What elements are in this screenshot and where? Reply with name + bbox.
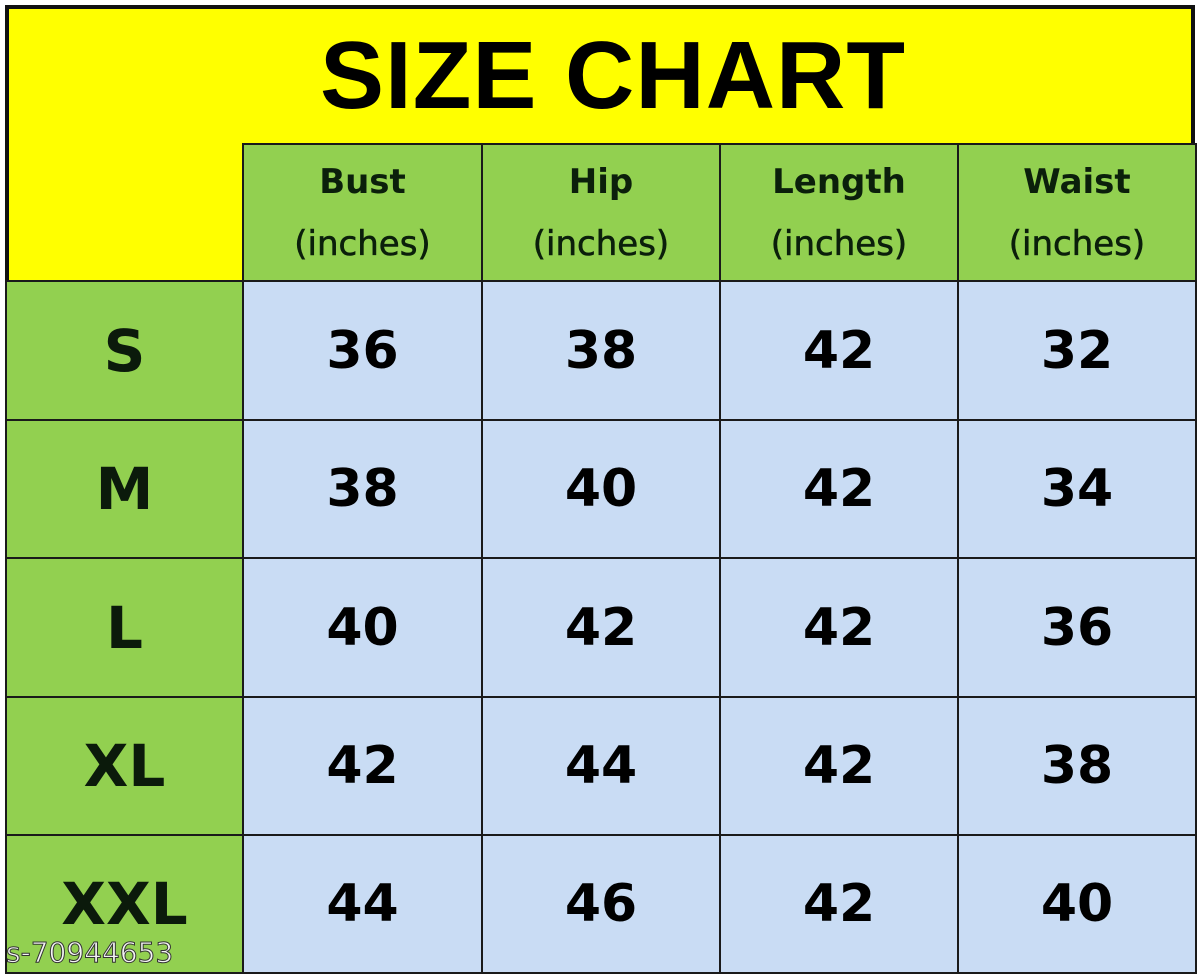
column-name: Bust [319, 161, 406, 202]
size-label-s: S [5, 280, 244, 421]
column-unit: (inches) [532, 223, 670, 264]
table-cell: 36 [957, 557, 1197, 698]
table-cell: 44 [242, 834, 483, 974]
table-cell: 32 [957, 280, 1197, 421]
table-cell: 38 [242, 419, 483, 559]
table-cell: 42 [719, 280, 959, 421]
table-cell: 40 [242, 557, 483, 698]
column-header-waist: Waist (inches) [957, 143, 1197, 282]
column-header-length: Length (inches) [719, 143, 959, 282]
size-label-m: M [5, 419, 244, 559]
column-name: Length [772, 161, 906, 202]
column-unit: (inches) [1008, 223, 1146, 264]
column-unit: (inches) [294, 223, 431, 264]
column-name: Waist [1023, 161, 1131, 202]
table-cell: 42 [719, 419, 959, 559]
table-cell: 46 [481, 834, 721, 974]
size-label-xl: XL [5, 696, 244, 836]
table-cell: 42 [481, 557, 721, 698]
table-cell: 34 [957, 419, 1197, 559]
table-cell: 42 [719, 696, 959, 836]
table-cell: 44 [481, 696, 721, 836]
size-label-l: L [5, 557, 244, 698]
table-cell: 38 [957, 696, 1197, 836]
size-label-xxl: XXL [5, 834, 244, 974]
column-unit: (inches) [770, 223, 908, 264]
table-cell: 40 [481, 419, 721, 559]
watermark: s-70944653 [5, 936, 174, 970]
column-name: Hip [568, 161, 634, 202]
column-header-hip: Hip (inches) [481, 143, 721, 282]
table-cell: 42 [719, 834, 959, 974]
size-chart: SIZE CHART Bust (inches) Hip (inches) Length… [5, 5, 1197, 974]
column-header-bust: Bust (inches) [242, 143, 483, 282]
table-cell: 36 [242, 280, 483, 421]
table-cell: 42 [242, 696, 483, 836]
table-cell: 38 [481, 280, 721, 421]
chart-title: SIZE CHART [320, 22, 906, 129]
table-cell: 42 [719, 557, 959, 698]
table-cell: 40 [957, 834, 1197, 974]
